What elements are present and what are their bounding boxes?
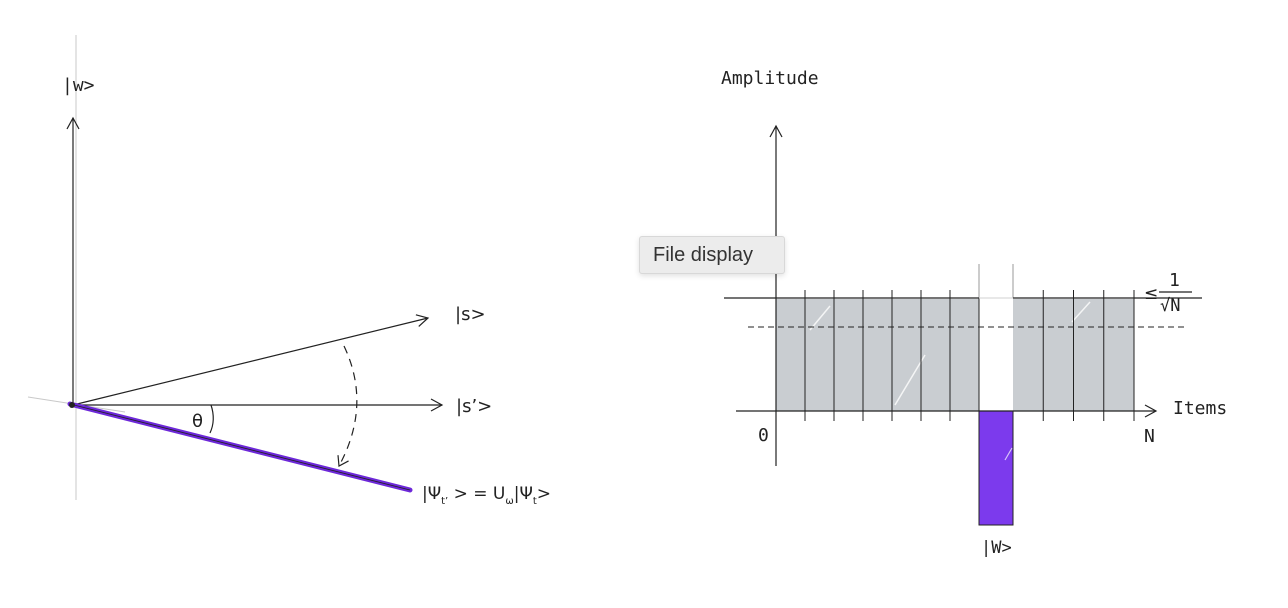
level-denominator: √N [1160,296,1180,316]
rotation-dashed-arc [337,345,358,467]
eq-u-sub: ω [505,496,513,507]
level-prefix: ≤ [1144,284,1158,304]
eq-lhs-sub: t’ [441,496,448,507]
eq-rhs-sub: t [533,496,537,507]
marked-item-bar [978,410,1014,526]
amplitude-level-label: ≤ 1 √N [1144,270,1192,316]
eq-lhs-open: |Ψ [422,484,441,504]
eq-rhs-open: |Ψ [514,484,533,504]
items-axis-label: Items [1173,398,1227,419]
bar-dividers [804,264,1135,421]
psi-state-vector-core [69,403,411,491]
n-label: N [1144,426,1155,447]
sheen-stroke [1004,447,1013,461]
s-vector-arrow [72,314,430,406]
marked-item-label: |W> [981,538,1012,558]
sheen-stroke [809,305,831,331]
file-display-tooltip: File display [639,236,785,274]
amplitude-axis-label: Amplitude [721,68,819,89]
level-numerator: 1 [1169,270,1180,291]
s-label: |s> [455,304,486,325]
theta-angle-arc [209,404,214,434]
right-amplitude-diagram: Amplitude Items 0 N |W> ≤ 1 √N [721,68,1227,558]
left-geometric-diagram: |w> |s> |s’> θ |Ψt’ > = Uω|Ψt> [27,35,551,507]
uniform-amplitude-block-left [776,299,979,411]
s-prime-label: |s’> [456,396,492,417]
eq-middle: > = U [448,484,505,504]
state-equation: |Ψt’ > = Uω|Ψt> [422,484,551,507]
sheen-stroke [894,354,926,406]
w-label: |w> [62,75,95,96]
eq-close: > [537,484,551,504]
theta-label: θ [192,411,203,432]
origin-label: 0 [758,425,769,446]
origin-point [69,402,75,408]
sheen-stroke [1071,301,1091,323]
